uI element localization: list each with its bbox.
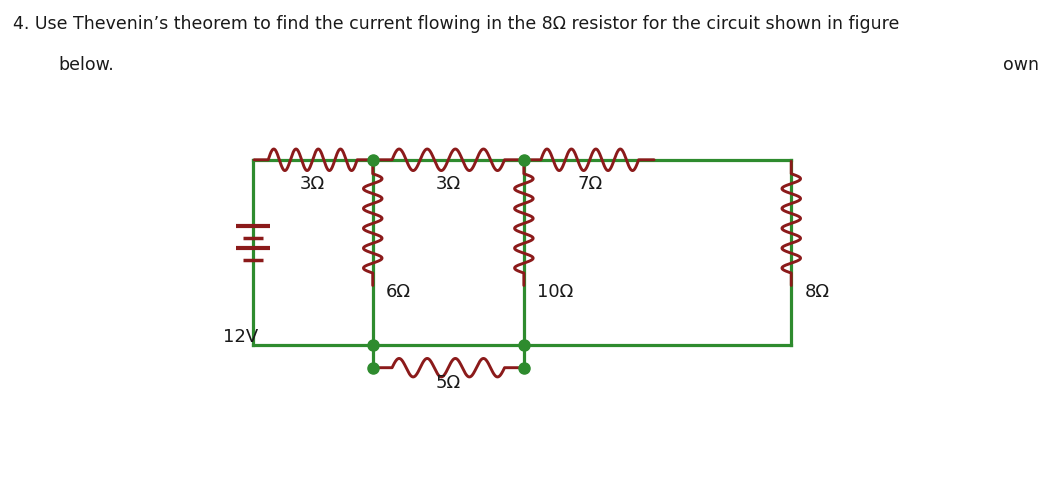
Text: 10Ω: 10Ω [537, 283, 573, 301]
Text: 12V: 12V [224, 328, 259, 346]
Text: 6Ω: 6Ω [386, 283, 411, 301]
Text: 8Ω: 8Ω [805, 283, 829, 301]
Text: 4. Use Thevenin’s theorem to find the current flowing in the 8Ω resistor for the: 4. Use Thevenin’s theorem to find the cu… [13, 15, 899, 33]
Text: 3Ω: 3Ω [436, 175, 461, 193]
Text: 7Ω: 7Ω [578, 175, 602, 193]
Text: 3Ω: 3Ω [300, 175, 325, 193]
Text: own: own [1003, 56, 1039, 75]
Text: below.: below. [58, 56, 114, 75]
Text: 5Ω: 5Ω [436, 374, 461, 392]
